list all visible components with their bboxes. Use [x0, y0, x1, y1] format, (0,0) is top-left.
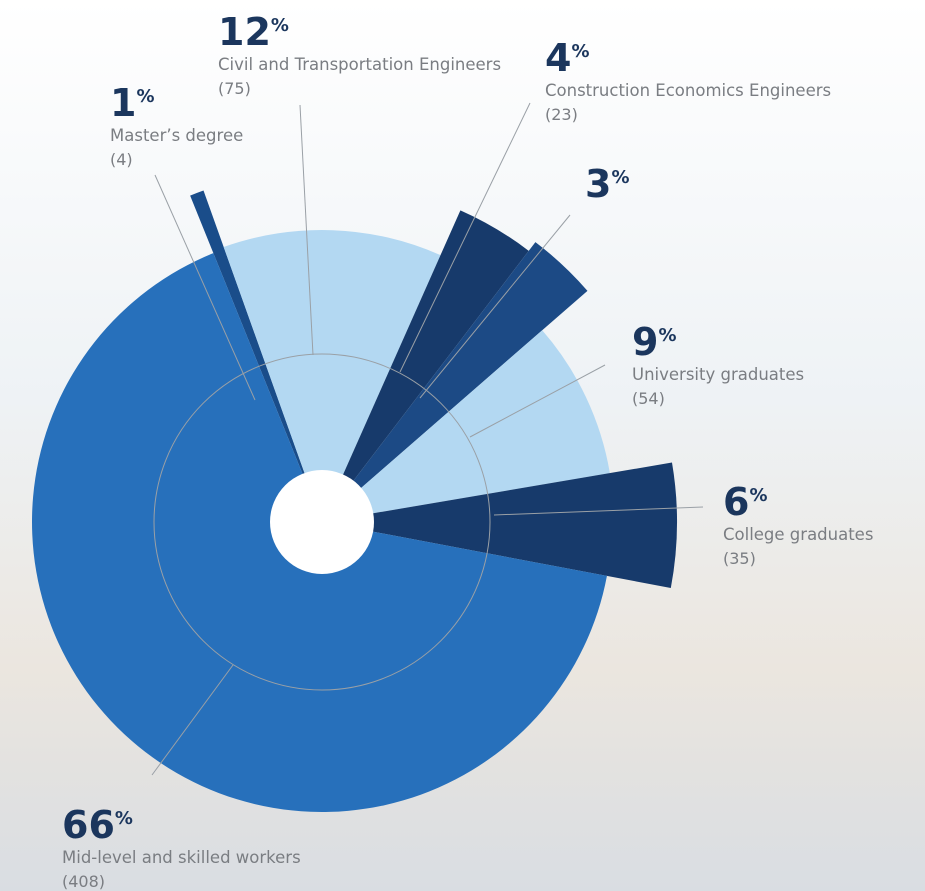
- category-label: College graduates: [723, 525, 873, 544]
- percent-sign: %: [271, 15, 289, 36]
- category-label: Civil and Transportation Engineers: [218, 55, 501, 74]
- category-label: Mid-level and skilled workers: [62, 848, 301, 867]
- leader-line: [419, 214, 571, 399]
- percent-number: 9: [632, 320, 658, 364]
- percent-label: 9%: [632, 320, 677, 364]
- percent-number: 3: [585, 162, 611, 206]
- category-label: Construction Economics Engineers: [545, 81, 831, 100]
- percent-label: 3%: [585, 162, 630, 206]
- slice: [322, 330, 610, 522]
- slice: [322, 242, 588, 522]
- percent-number: 66: [62, 803, 115, 847]
- value-label: (35): [723, 549, 756, 568]
- leader-line: [399, 102, 531, 373]
- slice: [190, 190, 322, 523]
- percent-number: 6: [723, 480, 749, 524]
- percent-label: 66%: [62, 803, 133, 847]
- category-label: University graduates: [632, 365, 804, 384]
- center-hole: [270, 470, 374, 574]
- leader-lines: [151, 102, 704, 776]
- percent-number: 12: [218, 10, 271, 54]
- percent-sign: %: [115, 808, 133, 829]
- leader-line: [299, 104, 314, 356]
- percent-number: 4: [545, 36, 571, 80]
- slice: [322, 210, 529, 522]
- value-label: (408): [62, 872, 105, 891]
- percent-label: 12%: [218, 10, 289, 54]
- inner-ring: [153, 353, 491, 691]
- percent-sign: %: [658, 325, 676, 346]
- value-label: (75): [218, 79, 251, 98]
- percent-label: 1%: [110, 81, 155, 125]
- percent-label: 4%: [545, 36, 590, 80]
- percent-number: 1: [110, 81, 136, 125]
- category-label: Master’s degree: [110, 126, 243, 145]
- labels: 1%Master’s degree(4)12%Civil and Transpo…: [62, 10, 873, 891]
- percent-label: 6%: [723, 480, 768, 524]
- percent-sign: %: [749, 485, 767, 506]
- leader-line: [469, 364, 606, 438]
- slice: [223, 230, 441, 523]
- percent-sign: %: [571, 41, 589, 62]
- leader-line: [493, 506, 704, 516]
- leader-line: [154, 174, 256, 401]
- percent-sign: %: [611, 167, 629, 188]
- value-label: (23): [545, 105, 578, 124]
- value-label: (4): [110, 150, 133, 169]
- leader-line: [151, 664, 234, 776]
- slice: [322, 462, 677, 588]
- value-label: (54): [632, 389, 665, 408]
- percent-sign: %: [136, 86, 154, 107]
